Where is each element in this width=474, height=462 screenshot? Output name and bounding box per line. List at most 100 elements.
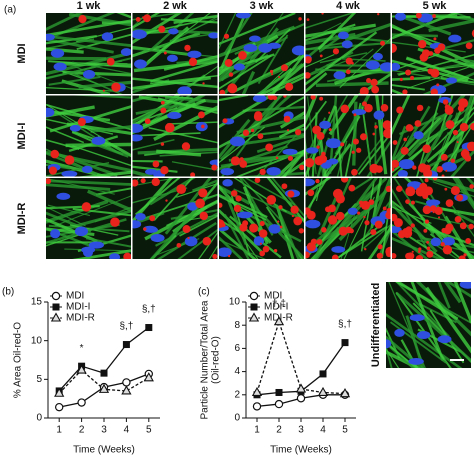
marker [143,372,154,382]
lipid [181,142,191,151]
column-header: 5 wk [423,0,448,12]
fiber [410,282,445,362]
lipid [316,145,320,149]
nucleus [88,241,105,249]
lipid [351,168,358,176]
lipid [269,69,274,74]
micrograph-content [392,95,474,177]
lipid [463,253,467,257]
nucleus [268,224,281,234]
nucleus [235,13,251,19]
fiber [78,80,131,89]
lipid [187,236,190,240]
fiber [78,170,131,177]
lipid [405,69,412,76]
marker [275,388,283,396]
lipid [328,111,331,114]
lipid [412,165,417,170]
nucleus [134,59,147,69]
lipid [235,195,242,202]
fiber [265,206,303,259]
fiber [85,237,131,248]
fiber [132,159,163,163]
lipid [287,155,294,161]
fiber [278,123,304,139]
row-header: MDI-I [16,123,28,150]
lipid [275,156,279,160]
lipid [364,247,367,251]
lipid [432,14,436,18]
lipid [233,204,242,213]
lipid [222,118,228,124]
nucleus [209,159,218,166]
micrograph [132,178,218,259]
fiber [132,28,218,35]
lipid [440,153,448,161]
x-axis-label: Time (Weeks) [73,445,135,456]
lipid [198,111,205,119]
nucleus [135,212,146,221]
fiber [392,26,441,45]
lipid [143,14,151,23]
legend-marker [50,312,62,322]
nucleus [394,328,405,337]
fiber [416,95,442,177]
lipid [267,95,275,100]
micrograph [305,13,391,94]
lipid [321,13,324,15]
lipid [315,178,320,184]
fiber [271,52,304,94]
nucleus [445,77,458,84]
micrograph-content [392,178,474,259]
lipid [422,193,429,199]
fiber [68,13,131,27]
nucleus [338,31,349,40]
nucleus [69,124,81,132]
lipid [444,104,450,110]
nucleus [413,131,424,140]
lipid [160,166,169,175]
nucleus [305,178,316,187]
lipid [345,226,352,234]
lipid [360,90,365,94]
lipid [363,215,366,219]
lipid [382,120,391,130]
lipid [423,168,433,177]
micrograph [392,178,474,259]
nucleus [459,282,471,289]
panel-label: (c) [198,287,210,298]
fiber [137,147,218,155]
lipid [380,40,386,46]
fiber [381,191,391,259]
lipid [265,143,274,152]
fiber [219,95,284,161]
fiber [238,171,304,177]
lipid [305,251,310,259]
lipid [437,216,441,219]
lipid [199,211,208,221]
lipid [377,244,383,250]
nucleus [101,32,114,41]
fiber [219,126,265,164]
nucleus [220,167,235,176]
fiber [266,178,304,224]
annotation: †,‡ [272,298,286,309]
marker [273,316,285,326]
nucleus [208,32,218,39]
lipid [409,75,415,80]
lipid [374,220,383,229]
fiber [402,15,471,19]
fiber [87,189,131,212]
fiber [400,339,419,368]
lipid [428,252,431,255]
fiber [72,145,131,167]
fiber [177,228,218,259]
lipid [230,190,238,197]
y-axis-label: % Area Oil-red-O [13,322,24,398]
x-tick-label: 4 [320,425,326,436]
y-tick-label: 10 [229,297,241,308]
lipid [319,96,324,101]
marker [121,385,132,395]
micrograph-content [305,13,391,94]
fiber [219,195,267,221]
